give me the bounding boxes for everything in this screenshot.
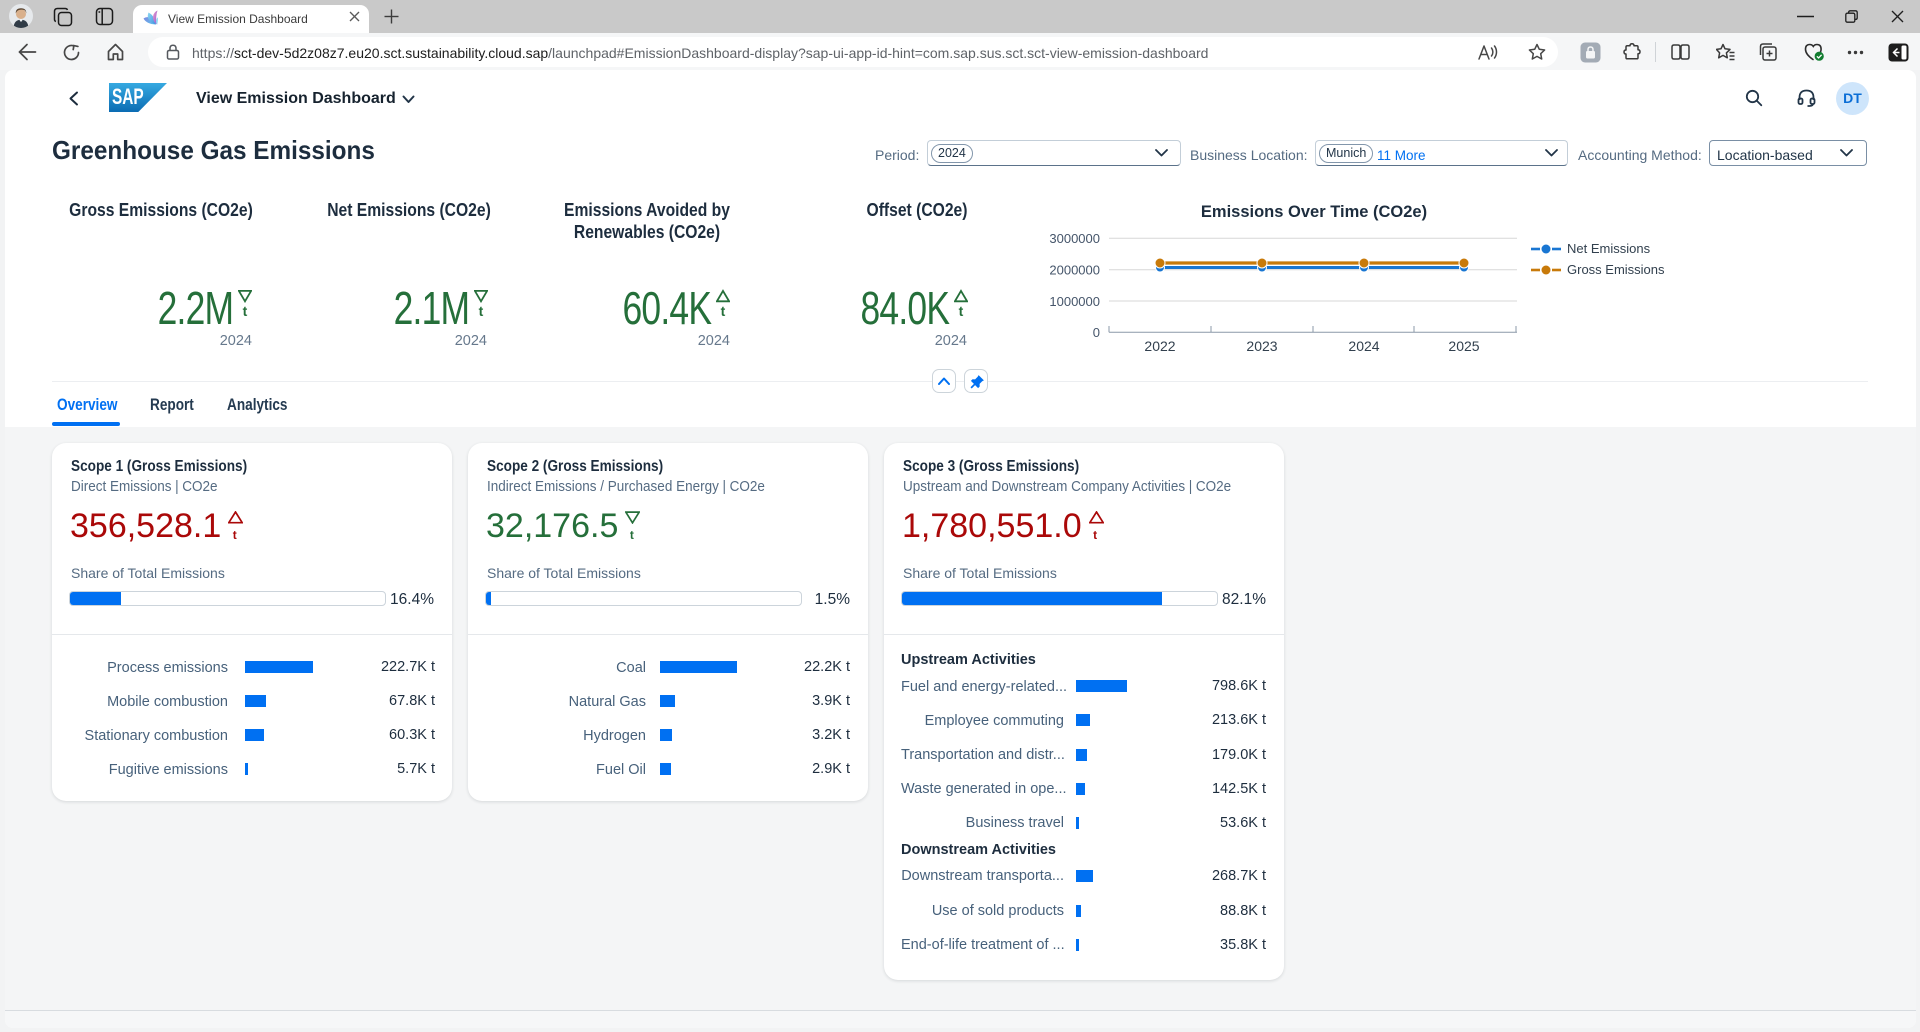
svg-text:2024: 2024 [1348,338,1379,354]
svg-text:Net Emissions: Net Emissions [1567,241,1651,256]
svg-text:Emissions Over Time (CO2e): Emissions Over Time (CO2e) [1201,203,1427,221]
svg-text:3000000: 3000000 [1049,231,1100,246]
svg-text:2023: 2023 [1246,338,1277,354]
svg-text:2000000: 2000000 [1049,263,1100,278]
svg-text:2022: 2022 [1144,338,1175,354]
svg-text:0: 0 [1093,325,1100,340]
svg-text:2025: 2025 [1448,338,1479,354]
svg-text:Gross Emissions: Gross Emissions [1567,262,1665,277]
svg-text:1000000: 1000000 [1049,294,1100,309]
